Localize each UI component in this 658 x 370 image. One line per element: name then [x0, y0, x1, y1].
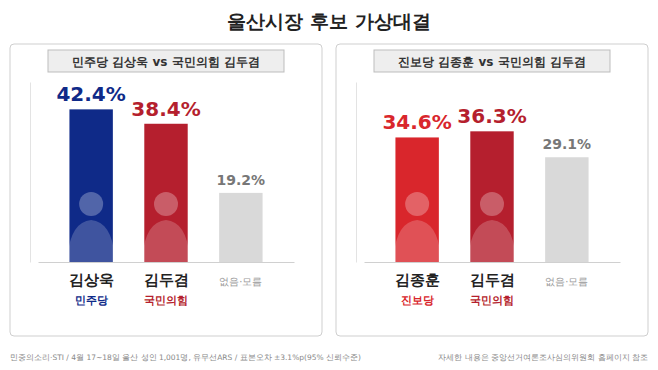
x-axis: 김상욱 김두겸 없음·모름	[39, 263, 295, 289]
y-axis-line	[356, 83, 357, 263]
party-label: 국민의힘	[144, 294, 188, 307]
panel-frame	[10, 44, 322, 336]
data-label: 42.4%	[56, 82, 125, 106]
x-tick-label: 없음·모름	[219, 276, 262, 287]
party-label: 진보당	[401, 294, 434, 307]
photo-head	[79, 192, 103, 216]
x-axis-line	[39, 262, 295, 263]
photo-placeholder	[142, 192, 190, 262]
x-tick: 없음·모름	[219, 276, 262, 287]
photo-placeholder	[67, 192, 115, 262]
data-label: 36.3%	[457, 104, 526, 128]
photo-body	[67, 220, 115, 262]
main-title: 울산시장 후보 가상대결	[227, 10, 430, 32]
data-label: 19.2%	[217, 172, 266, 188]
y-axis	[30, 83, 31, 263]
panel-header-box	[48, 50, 284, 72]
panel-header-box	[374, 50, 610, 72]
photo-head	[405, 192, 429, 216]
x-tick-label: 김두겸	[144, 271, 189, 289]
chart-root: 울산시장 후보 가상대결민주당 김상욱 vs 국민의힘 김두겸 42.4%38.4…	[0, 0, 658, 370]
party-label: 국민의힘	[470, 294, 514, 307]
x-tick-label: 김상욱	[69, 271, 114, 289]
data-label: 34.6%	[382, 110, 451, 134]
panel: 진보당 김종훈 vs 국민의힘 김두겸 34.6%36.3% 29.1% 김종훈 김두겸…	[336, 44, 648, 336]
photo-body	[142, 220, 190, 262]
photo-placeholder	[393, 192, 441, 262]
panel-title: 민주당 김상욱 vs 국민의힘 김두겸	[72, 55, 260, 69]
y-axis	[356, 83, 357, 263]
panel-title: 진보당 김종훈 vs 국민의힘 김두겸	[398, 55, 586, 69]
photo-body	[393, 220, 441, 262]
y-axis-line	[30, 83, 31, 263]
x-tick: 김두겸	[470, 271, 515, 289]
x-tick: 김상욱	[69, 271, 114, 289]
x-axis-line	[365, 262, 621, 263]
footer-note: 자세한 내용은 중앙선거여론조사심의위원회 홈페이지 참조	[438, 353, 648, 362]
photo-body	[468, 220, 516, 262]
x-tick: 김두겸	[144, 271, 189, 289]
x-tick: 없음·모름	[545, 276, 588, 287]
photo-head	[480, 192, 504, 216]
x-tick-label: 김종훈	[395, 271, 440, 289]
bar	[545, 157, 588, 262]
panel-frame	[336, 44, 648, 336]
bar	[219, 193, 262, 262]
x-tick: 김종훈	[395, 271, 440, 289]
x-axis: 김종훈 김두겸 없음·모름	[365, 263, 621, 289]
source-note: 민중의소리·STI / 4월 17~18일 울산 성인 1,001명, 유무선A…	[10, 353, 361, 362]
party-label: 민주당	[75, 294, 108, 307]
x-tick-label: 김두겸	[470, 271, 515, 289]
photo-placeholder	[468, 192, 516, 262]
data-label: 38.4%	[131, 97, 200, 121]
photo-head	[154, 192, 178, 216]
x-tick-label: 없음·모름	[545, 276, 588, 287]
data-label: 29.1%	[543, 136, 592, 152]
panel: 민주당 김상욱 vs 국민의힘 김두겸 42.4%38.4% 19.2% 김상욱 김두겸…	[10, 44, 322, 336]
